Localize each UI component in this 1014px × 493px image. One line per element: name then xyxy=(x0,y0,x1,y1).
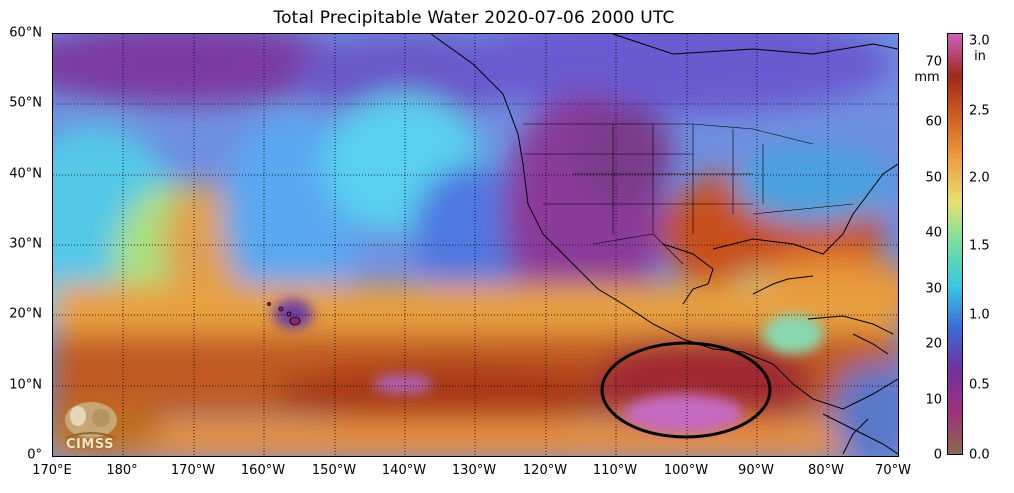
lon-label-80w: 80°W xyxy=(808,463,844,478)
colorbar-mm-unit: mm xyxy=(914,70,940,85)
colorbar-mm-tick: 70 xyxy=(925,54,942,70)
lat-label-20n: 20°N xyxy=(9,306,42,322)
map-title: Total Precipitable Water 2020-07-06 2000… xyxy=(273,8,675,28)
colorbar-in-tick: 0.5 xyxy=(969,377,990,393)
lon-label-150w: 150°W xyxy=(311,463,357,478)
colorbar-mm-tick: 20 xyxy=(925,336,942,352)
cimss-logo-text: CIMSS xyxy=(66,437,114,452)
lon-label-120w: 120°W xyxy=(522,463,568,478)
coastlines xyxy=(430,34,898,455)
lat-label-60n: 60°N xyxy=(9,25,42,41)
colorbar-in-tick: 1.0 xyxy=(969,307,990,323)
lon-label-160w: 160°W xyxy=(240,463,286,478)
lon-label-110w: 110°W xyxy=(592,463,638,478)
map-canvas xyxy=(53,34,898,456)
lon-label-180: 180° xyxy=(106,463,138,478)
lon-label-140w: 140°W xyxy=(381,463,427,478)
graticule xyxy=(53,34,898,456)
lat-label-40n: 40°N xyxy=(9,166,42,182)
lon-label-100w: 100°W xyxy=(663,463,709,478)
tpw-detail xyxy=(273,299,823,434)
colorbar-mm-tick: 60 xyxy=(925,114,942,130)
colorbar-in-unit: in xyxy=(974,49,986,64)
colorbar-mm-tick: 50 xyxy=(925,170,942,186)
lat-label-10n: 10°N xyxy=(9,377,42,393)
lat-label-50n: 50°N xyxy=(9,95,42,111)
lat-label-0: 0° xyxy=(27,447,42,463)
colorbar-mm-tick: 40 xyxy=(925,225,942,241)
highlight-ellipse xyxy=(600,341,772,439)
precipitable-water-map xyxy=(52,33,899,457)
lat-label-30n: 30°N xyxy=(9,236,42,252)
colorbar-in-tick: 2.5 xyxy=(969,103,990,119)
cimss-logo xyxy=(65,402,117,439)
colorbar xyxy=(947,33,963,455)
lon-label-90w: 90°W xyxy=(738,463,774,478)
colorbar-in-tick: 0.0 xyxy=(969,447,990,463)
colorbar-mm-tick: 30 xyxy=(925,281,942,297)
lon-label-170e: 170°E xyxy=(32,463,72,478)
colorbar-mm-tick: 10 xyxy=(925,392,942,408)
colorbar-in-tick: 3.0 xyxy=(969,33,990,49)
lon-label-70w: 70°W xyxy=(875,463,911,478)
colorbar-mm-tick: 0 xyxy=(933,447,942,463)
colorbar-in-tick: 1.5 xyxy=(969,238,990,254)
colorbar-in-tick: 2.0 xyxy=(969,170,990,186)
borders xyxy=(523,123,854,265)
lon-label-130w: 130°W xyxy=(451,463,497,478)
lon-label-170w: 170°W xyxy=(170,463,216,478)
